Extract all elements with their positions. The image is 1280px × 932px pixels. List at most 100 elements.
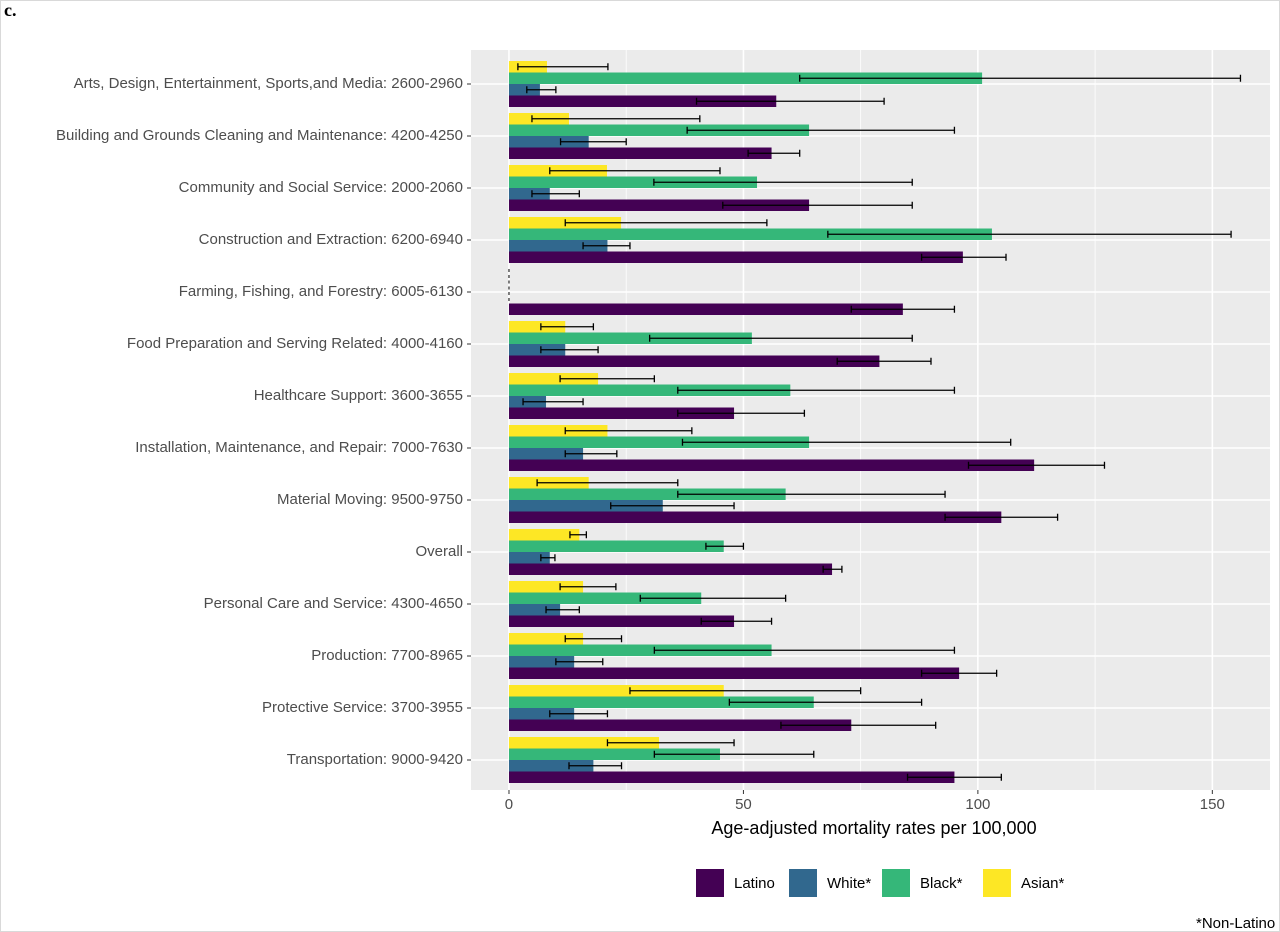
bar: [508, 581, 584, 593]
y-tick-label: Building and Grounds Cleaning and Mainte…: [56, 127, 463, 144]
bar: [508, 95, 777, 107]
bar: [508, 425, 608, 437]
error-bar: [536, 479, 679, 487]
error-bar: [517, 63, 609, 71]
legend-swatch: [882, 869, 910, 897]
error-bar: [747, 149, 801, 157]
bar: [508, 511, 1002, 523]
error-bar: [610, 502, 735, 510]
error-bar: [648, 334, 913, 342]
error-bar: [531, 190, 580, 198]
y-tick-label: Overall: [415, 543, 463, 560]
error-bar: [850, 305, 956, 313]
error-bar: [569, 531, 587, 539]
error-bar: [920, 669, 998, 677]
error-bar: [559, 138, 627, 146]
x-tick-label: 0: [505, 796, 513, 813]
error-bar: [559, 583, 617, 591]
error-bar: [540, 346, 599, 354]
x-tick-label: 150: [1200, 796, 1225, 813]
bar: [508, 72, 983, 84]
error-bar: [653, 750, 815, 758]
bar: [508, 540, 724, 552]
error-bar: [545, 606, 580, 614]
bar: [508, 771, 955, 783]
legend-label: Asian*: [1021, 875, 1065, 892]
y-tick-label: Installation, Maintenance, and Repair: 7…: [135, 439, 463, 456]
error-bar: [722, 201, 913, 209]
bar: [508, 719, 852, 731]
error-bar: [705, 542, 745, 550]
error-bar: [564, 635, 623, 643]
error-bar: [822, 565, 843, 573]
bar: [508, 615, 735, 627]
bar: [508, 240, 608, 252]
error-bar: [564, 427, 693, 435]
bar: [508, 708, 575, 720]
y-tick-label: Food Preparation and Serving Related: 40…: [127, 335, 463, 352]
bar: [508, 448, 584, 460]
bar: [508, 188, 550, 200]
bar: [508, 407, 735, 419]
error-bar: [906, 773, 1002, 781]
bar: [508, 228, 992, 240]
x-tick-label: 100: [965, 796, 990, 813]
y-tick-label: Community and Social Service: 2000-2060: [179, 179, 463, 196]
error-bar: [700, 617, 773, 625]
error-bar: [522, 398, 584, 406]
error-bar: [653, 646, 956, 654]
bar: [508, 124, 810, 136]
error-bar: [686, 126, 956, 134]
bar: [508, 685, 724, 697]
bar: [508, 529, 580, 541]
bar: [508, 552, 550, 564]
error-bar: [629, 687, 862, 695]
error-bar: [677, 490, 946, 498]
error-bar: [639, 594, 787, 602]
bar: [508, 748, 720, 760]
bar: [508, 136, 589, 148]
error-bar: [920, 253, 1007, 261]
bar: [508, 251, 963, 263]
bar: [508, 592, 702, 604]
bar: [508, 500, 663, 512]
error-bar: [564, 219, 768, 227]
x-tick-label: 50: [735, 796, 752, 813]
bar: [508, 373, 599, 385]
y-tick-label: Protective Service: 3700-3955: [262, 699, 463, 716]
bar: [508, 696, 814, 708]
x-axis-title: Age-adjusted mortality rates per 100,000: [711, 818, 1036, 838]
legend-label: White*: [827, 875, 871, 892]
y-tick-label: Personal Care and Service: 4300-4650: [204, 595, 463, 612]
bar: [508, 644, 772, 656]
error-bar: [526, 86, 557, 94]
bar: [508, 321, 566, 333]
bar: [508, 355, 880, 367]
error-bar: [549, 167, 721, 175]
y-tick-label: Production: 7700-8965: [311, 647, 463, 664]
error-bar: [728, 698, 923, 706]
legend-label: Latino: [734, 875, 775, 892]
legend-label: Black*: [920, 875, 963, 892]
bar: [508, 176, 758, 188]
error-bar: [677, 409, 806, 417]
bar: [508, 332, 752, 344]
bar: [508, 147, 772, 159]
error-bar: [827, 230, 1232, 238]
error-bar: [653, 178, 913, 186]
y-tick-label: Transportation: 9000-9420: [287, 751, 463, 768]
error-bar: [836, 357, 932, 365]
bar: [508, 737, 660, 749]
bar: [508, 656, 575, 668]
y-tick-label: Healthcare Support: 3600-3655: [254, 387, 463, 404]
error-bar: [681, 438, 1012, 446]
legend-swatch: [983, 869, 1011, 897]
error-bar: [944, 513, 1059, 521]
error-bar: [555, 658, 604, 666]
error-bar: [695, 97, 885, 105]
error-bar: [568, 762, 623, 770]
legend-swatch: [789, 869, 817, 897]
y-tick-label: Construction and Extraction: 6200-6940: [199, 231, 463, 248]
error-bar: [531, 115, 701, 123]
bar: [508, 488, 786, 500]
